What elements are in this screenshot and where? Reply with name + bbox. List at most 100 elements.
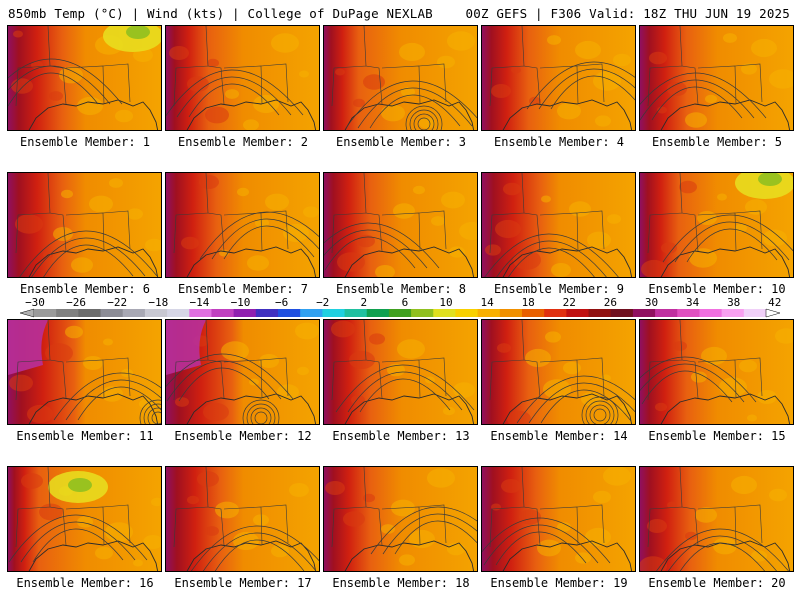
ensemble-member-label: Ensemble Member: 2	[177, 135, 309, 149]
low-pressure-contour	[413, 113, 435, 130]
temperature-anomaly-blob	[595, 115, 611, 127]
height-contour	[679, 542, 765, 571]
temperature-anomaly-blob	[751, 550, 767, 562]
ensemble-member-label: Ensemble Member: 13	[332, 429, 470, 443]
temperature-anomaly-blob	[575, 40, 601, 60]
colorbar-swatch	[189, 309, 212, 317]
state-borders	[331, 467, 447, 548]
colorbar-swatch	[499, 309, 523, 317]
temperature-anomaly-blob	[667, 501, 677, 509]
colorbar-swatch	[721, 309, 745, 317]
temperature-anomaly-blob	[661, 242, 677, 254]
low-pressure-contour	[250, 407, 272, 424]
temperature-anomaly-blob	[507, 410, 531, 424]
temperature-anomaly-blob	[265, 193, 289, 211]
colorbar-swatch	[144, 309, 168, 317]
ensemble-map-panel	[481, 25, 636, 131]
ensemble-member-label: Ensemble Member: 3	[335, 135, 467, 149]
height-contour	[176, 76, 292, 118]
ensemble-member-label: Ensemble Member: 17	[174, 576, 312, 590]
temperature-anomaly-blob	[547, 35, 561, 45]
temperature-anomaly-blob	[695, 507, 717, 523]
temperature-anomaly-blob	[525, 348, 551, 368]
colorbar-tick-label: 42	[768, 296, 781, 309]
temperature-anomaly-blob	[503, 182, 521, 196]
temperature-map	[166, 26, 319, 130]
temperature-anomaly-blob	[325, 481, 345, 495]
temperature-anomaly-blob	[613, 53, 631, 67]
coastline	[28, 540, 159, 571]
colorbar-swatch	[522, 309, 545, 317]
temperature-map	[324, 26, 477, 130]
colorbar-swatch	[455, 309, 479, 317]
temperature-anomaly-blob	[691, 371, 707, 383]
colorbar-swatch	[477, 309, 501, 317]
temperature-anomaly-blob	[745, 199, 767, 215]
temperature-anomaly-blob	[89, 195, 113, 213]
ensemble-member-label: Ensemble Member: 19	[490, 576, 628, 590]
temperature-anomaly-blob	[199, 175, 219, 189]
temperature-anomaly-blob	[497, 343, 511, 353]
ensemble-map-panel	[165, 466, 320, 572]
temperature-anomaly-blob	[739, 359, 757, 373]
colorbar-tick-label: 14	[480, 296, 494, 309]
temperature-anomaly-blob	[127, 208, 143, 220]
height-contour	[223, 225, 315, 260]
colorbar-tick-label: −26	[66, 296, 86, 309]
temperature-anomaly-blob	[449, 246, 465, 258]
state-borders	[489, 320, 605, 401]
temperature-map	[8, 173, 161, 277]
temperature-anomaly-blob	[519, 509, 541, 525]
coastline	[28, 99, 159, 130]
colorbar-swatch	[566, 309, 589, 317]
ensemble-map-panel	[481, 466, 636, 572]
ensemble-map-panel	[639, 25, 794, 131]
temperature-anomaly-blob	[511, 66, 521, 74]
colorbar-tick-label: −18	[148, 296, 168, 309]
ensemble-map-panel	[323, 319, 478, 425]
ensemble-member-label: Ensemble Member: 9	[493, 282, 625, 296]
low-pressure-contour	[143, 403, 161, 424]
ensemble-member-label: Ensemble Member: 4	[493, 135, 625, 149]
colorbar-tick-label: 26	[604, 296, 617, 309]
ensemble-map-panel	[7, 466, 162, 572]
temperature-anomaly-blob	[53, 227, 73, 241]
temperature-field	[640, 467, 793, 571]
temperature-anomaly-blob	[501, 479, 521, 493]
state-borders	[489, 26, 605, 107]
height-contour	[20, 521, 136, 563]
height-contour	[166, 69, 304, 117]
temperature-anomaly-blob	[640, 556, 667, 571]
temperature-anomaly-blob	[399, 554, 415, 566]
colorbar-tick-label: 18	[522, 296, 535, 309]
temperature-anomaly-blob	[115, 109, 133, 123]
ensemble-member-label: Ensemble Member: 5	[651, 135, 783, 149]
height-contour	[508, 247, 595, 277]
state-borders	[331, 320, 447, 401]
temperature-map	[482, 467, 635, 571]
temperature-anomaly-blob	[363, 493, 375, 503]
temperature-anomaly-blob	[537, 539, 561, 557]
height-contour	[656, 528, 789, 571]
temperature-anomaly-blob	[453, 382, 475, 398]
temperature-anomaly-blob	[221, 341, 249, 361]
colorbar-tick-label: −2	[316, 296, 329, 309]
temperature-anomaly-blob	[187, 76, 209, 92]
ensemble-map-panel	[639, 319, 794, 425]
temperature-anomaly-blob	[109, 178, 123, 188]
colorbar-tick-label: −30	[25, 296, 45, 309]
low-pressure-contour	[585, 400, 615, 424]
colorbar-swatch	[544, 309, 567, 317]
temperature-anomaly-blob	[289, 483, 309, 497]
temperature-anomaly-blob	[225, 89, 239, 99]
height-contour	[382, 513, 477, 555]
colorbar-swatch	[255, 309, 279, 317]
low-pressure-contour	[581, 396, 619, 424]
coastline	[502, 393, 633, 424]
temperature-field	[166, 467, 319, 571]
height-contour	[662, 214, 793, 263]
coastline	[28, 393, 159, 424]
temperature-anomaly-blob	[763, 229, 787, 247]
low-pressure-contour	[242, 399, 280, 424]
colorbar-swatch	[122, 309, 146, 317]
